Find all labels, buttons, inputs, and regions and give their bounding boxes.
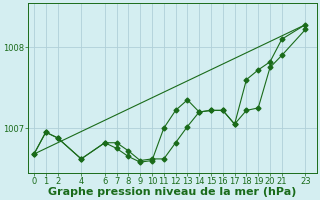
- X-axis label: Graphe pression niveau de la mer (hPa): Graphe pression niveau de la mer (hPa): [48, 187, 297, 197]
